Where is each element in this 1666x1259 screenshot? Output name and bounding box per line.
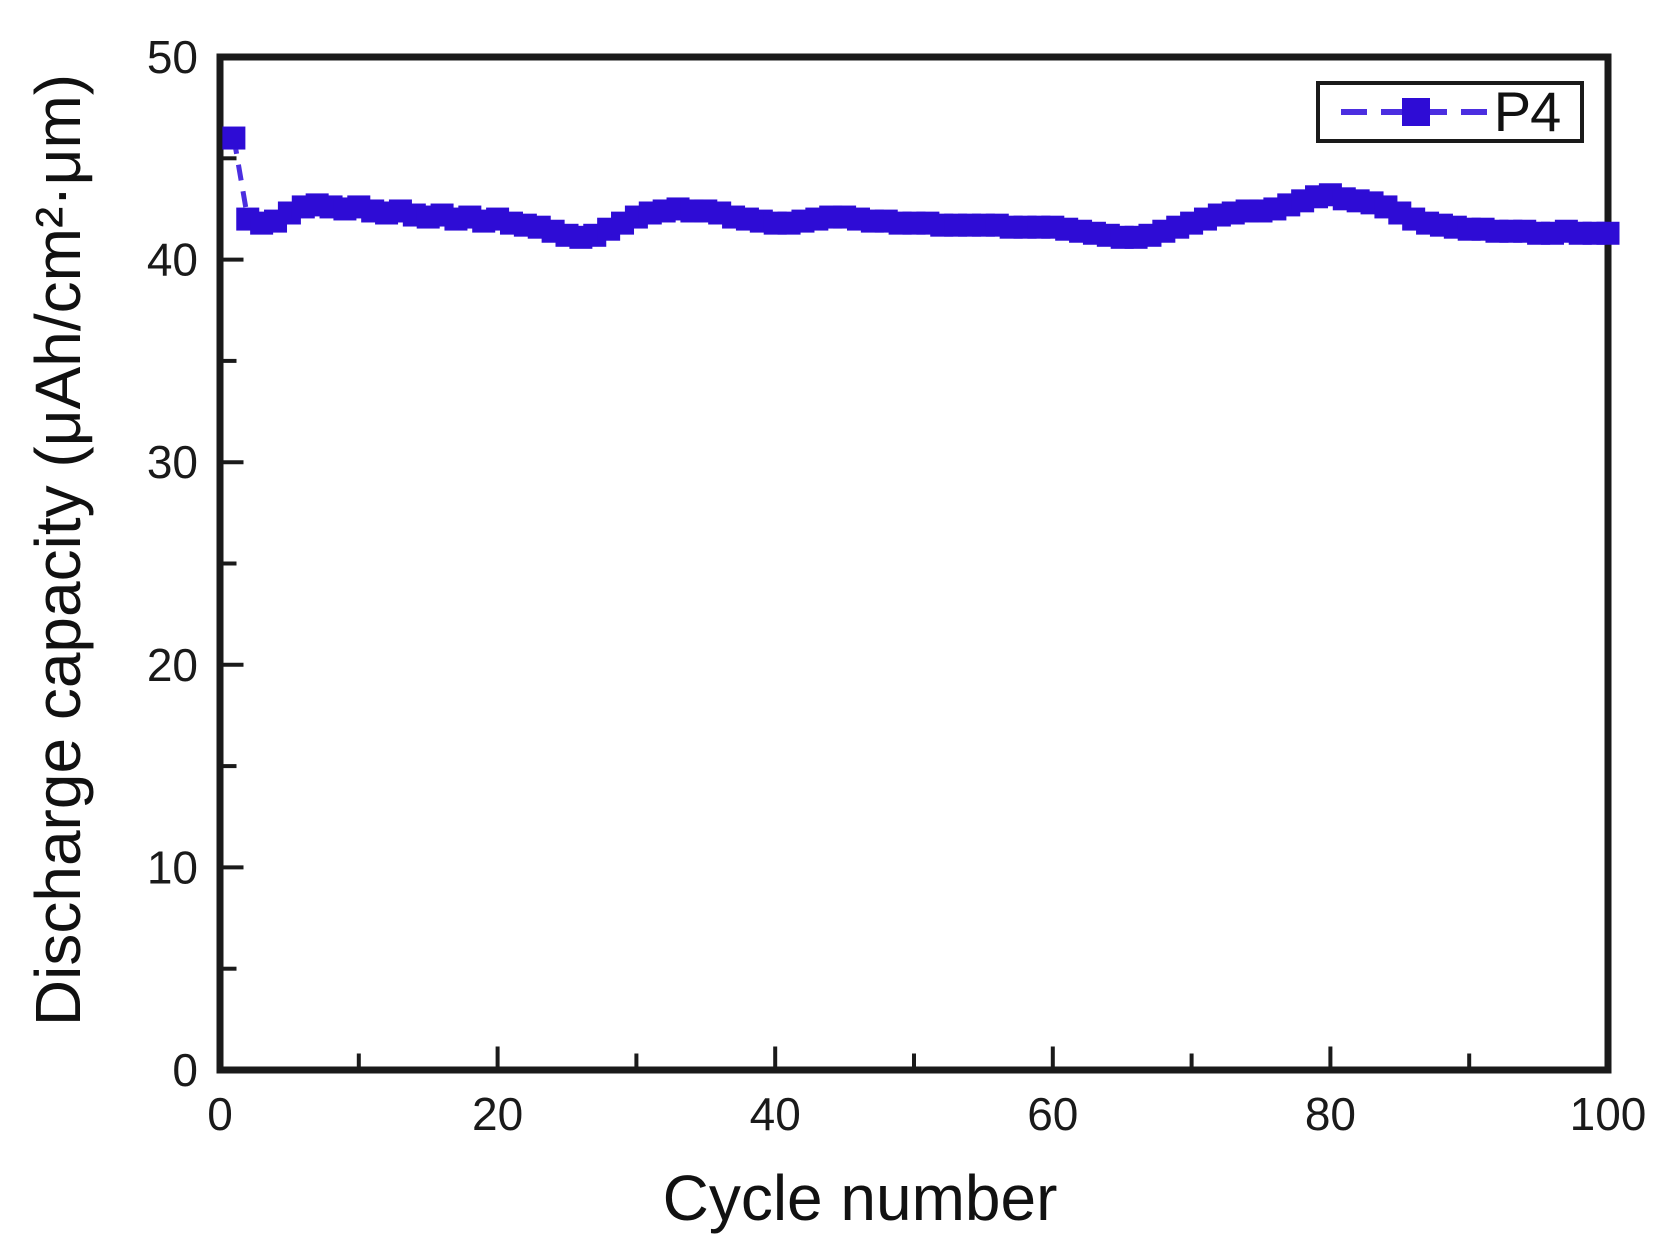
x-axis-title: Cycle number xyxy=(662,1162,1058,1234)
legend: P4 xyxy=(1316,81,1584,143)
legend-label: P4 xyxy=(1493,80,1561,143)
data-point-marker xyxy=(222,126,246,150)
y-tick-label: 50 xyxy=(147,31,198,83)
data-point-marker xyxy=(1596,221,1620,245)
x-tick-label: 100 xyxy=(1570,1088,1647,1140)
y-tick-label: 0 xyxy=(172,1044,198,1096)
legend-key xyxy=(1340,98,1491,126)
x-tick-label: 60 xyxy=(1027,1088,1078,1140)
y-axis-title: Discharge capacity (μAh/cm²·μm) xyxy=(22,73,94,1027)
y-tick-label: 40 xyxy=(147,234,198,286)
legend-marker-icon xyxy=(1401,98,1430,126)
x-tick-label: 20 xyxy=(472,1088,523,1140)
x-tick-label: 80 xyxy=(1305,1088,1356,1140)
x-tick-label: 40 xyxy=(750,1088,801,1140)
x-tick-label: 0 xyxy=(207,1088,233,1140)
y-tick-label: 20 xyxy=(147,639,198,691)
y-tick-label: 30 xyxy=(147,436,198,488)
y-tick-label: 10 xyxy=(147,841,198,893)
plot-frame xyxy=(216,53,1612,1074)
